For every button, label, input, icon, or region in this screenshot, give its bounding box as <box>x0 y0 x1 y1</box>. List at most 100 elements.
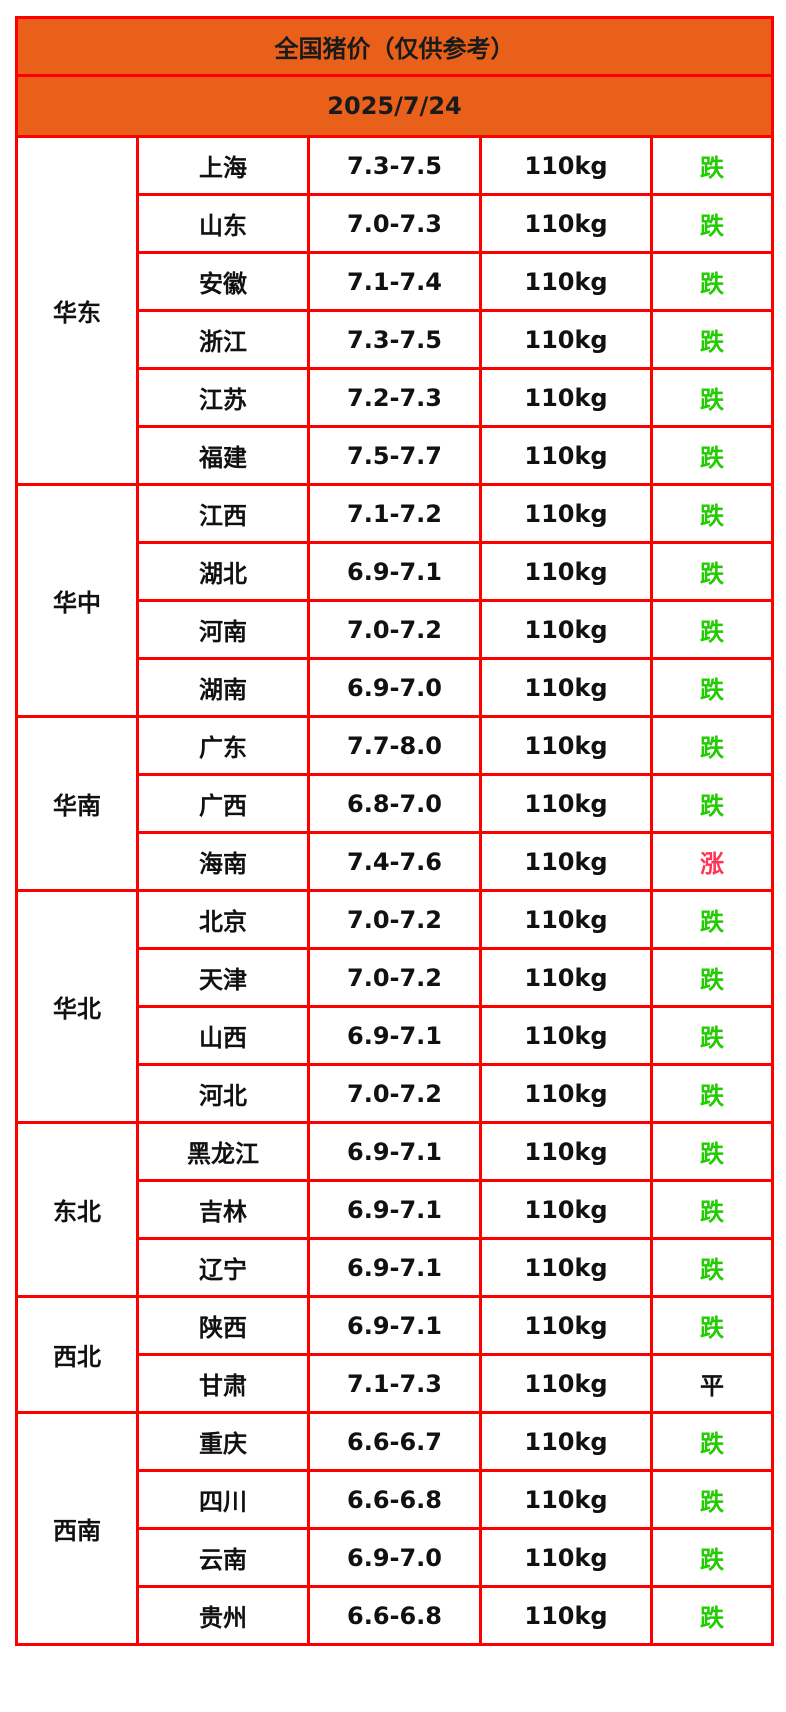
province-cell: 湖北 <box>136 541 310 602</box>
table-row: 河南 7.0-7.2 110kg 跌 <box>17 599 775 660</box>
price-range-cell: 7.0-7.2 <box>307 599 482 660</box>
province-cell: 云南 <box>136 1527 310 1588</box>
weight-cell: 110kg <box>479 657 653 718</box>
weight-cell: 110kg <box>479 309 653 370</box>
price-range-cell: 6.6-6.7 <box>307 1411 482 1472</box>
province-cell: 甘肃 <box>136 1353 310 1414</box>
province-cell: 江苏 <box>136 367 310 428</box>
price-range-cell: 7.0-7.2 <box>307 947 482 1008</box>
province-cell: 安徽 <box>136 251 310 312</box>
weight-cell: 110kg <box>479 599 653 660</box>
weight-cell: 110kg <box>479 1353 653 1414</box>
weight-cell: 110kg <box>479 483 653 544</box>
province-cell: 福建 <box>136 425 310 486</box>
weight-cell: 110kg <box>479 1063 653 1124</box>
province-cell: 江西 <box>136 483 310 544</box>
trend-cell: 跌 <box>649 1585 775 1646</box>
trend-cell: 跌 <box>649 1527 775 1588</box>
weight-cell: 110kg <box>479 1295 653 1356</box>
trend-cell: 跌 <box>649 309 775 370</box>
table-row: 吉林 6.9-7.1 110kg 跌 <box>17 1179 775 1240</box>
province-cell: 黑龙江 <box>136 1121 310 1182</box>
weight-cell: 110kg <box>479 1411 653 1472</box>
table-row: 湖北 6.9-7.1 110kg 跌 <box>17 541 775 602</box>
table-row: 四川 6.6-6.8 110kg 跌 <box>17 1469 775 1530</box>
price-range-cell: 7.1-7.3 <box>307 1353 482 1414</box>
price-range-cell: 6.6-6.8 <box>307 1585 482 1646</box>
weight-cell: 110kg <box>479 1469 653 1530</box>
trend-cell: 跌 <box>649 251 775 312</box>
table-row: 河北 7.0-7.2 110kg 跌 <box>17 1063 775 1124</box>
weight-cell: 110kg <box>479 251 653 312</box>
table-row: 安徽 7.1-7.4 110kg 跌 <box>17 251 775 312</box>
price-range-cell: 7.0-7.2 <box>307 1063 482 1124</box>
trend-cell: 跌 <box>649 715 775 776</box>
weight-cell: 110kg <box>479 947 653 1008</box>
table-row: 广西 6.8-7.0 110kg 跌 <box>17 773 775 834</box>
trend-cell: 跌 <box>649 1295 775 1356</box>
table-row: 山西 6.9-7.1 110kg 跌 <box>17 1005 775 1066</box>
table-row: 华北 北京 7.0-7.2 110kg 跌 <box>15 889 775 1124</box>
province-cell: 吉林 <box>136 1179 310 1240</box>
region-cell: 东北 <box>15 1121 139 1298</box>
weight-cell: 110kg <box>479 1179 653 1240</box>
trend-cell: 跌 <box>649 483 775 544</box>
weight-cell: 110kg <box>479 715 653 776</box>
table-row: 福建 7.5-7.7 110kg 跌 <box>17 425 775 486</box>
region-cell: 华中 <box>15 483 139 718</box>
trend-cell: 跌 <box>649 1179 775 1240</box>
province-cell: 四川 <box>136 1469 310 1530</box>
table-row: 西南 重庆 6.6-6.7 110kg 跌 <box>15 1411 775 1646</box>
province-cell: 北京 <box>136 889 310 950</box>
table-row: 山东 7.0-7.3 110kg 跌 <box>17 193 775 254</box>
weight-cell: 110kg <box>479 367 653 428</box>
trend-cell: 平 <box>649 1353 775 1414</box>
table-row: 华南 广东 7.7-8.0 110kg 跌 <box>15 715 775 892</box>
price-range-cell: 7.0-7.2 <box>307 889 482 950</box>
province-cell: 上海 <box>136 135 310 196</box>
price-range-cell: 6.9-7.0 <box>307 1527 482 1588</box>
table-row: 辽宁 6.9-7.1 110kg 跌 <box>17 1237 775 1298</box>
weight-cell: 110kg <box>479 1527 653 1588</box>
price-range-cell: 6.6-6.8 <box>307 1469 482 1530</box>
price-range-cell: 6.9-7.1 <box>307 1005 482 1066</box>
trend-cell: 跌 <box>649 1411 775 1472</box>
pig-price-table: 全国猪价（仅供参考） 2025/7/24 华东 上海 7.3-7.5 110kg 跌山东… <box>14 16 775 1646</box>
price-range-cell: 6.9-7.1 <box>307 1295 482 1356</box>
trend-cell: 跌 <box>649 1469 775 1530</box>
trend-cell: 跌 <box>649 367 775 428</box>
province-cell: 湖南 <box>136 657 310 718</box>
region-cell: 西南 <box>15 1411 139 1646</box>
table-row: 云南 6.9-7.0 110kg 跌 <box>17 1527 775 1588</box>
province-cell: 河南 <box>136 599 310 660</box>
trend-cell: 跌 <box>649 889 775 950</box>
trend-cell: 跌 <box>649 1005 775 1066</box>
weight-cell: 110kg <box>479 831 653 892</box>
trend-cell: 跌 <box>649 425 775 486</box>
price-range-cell: 7.1-7.2 <box>307 483 482 544</box>
table-row: 华中 江西 7.1-7.2 110kg 跌 <box>15 483 775 718</box>
trend-cell: 跌 <box>649 541 775 602</box>
trend-cell: 跌 <box>649 773 775 834</box>
province-cell: 广东 <box>136 715 310 776</box>
price-range-cell: 7.2-7.3 <box>307 367 482 428</box>
price-range-cell: 7.1-7.4 <box>307 251 482 312</box>
table-row: 天津 7.0-7.2 110kg 跌 <box>17 947 775 1008</box>
weight-cell: 110kg <box>479 135 653 196</box>
region-cell: 华东 <box>15 135 139 486</box>
table-row: 江苏 7.2-7.3 110kg 跌 <box>17 367 775 428</box>
trend-cell: 跌 <box>649 657 775 718</box>
province-cell: 河北 <box>136 1063 310 1124</box>
trend-cell: 跌 <box>649 135 775 196</box>
price-range-cell: 7.3-7.5 <box>307 135 482 196</box>
weight-cell: 110kg <box>479 1005 653 1066</box>
table-row: 甘肃 7.1-7.3 110kg 平 <box>17 1353 775 1414</box>
price-range-cell: 7.5-7.7 <box>307 425 482 486</box>
province-cell: 重庆 <box>136 1411 310 1472</box>
weight-cell: 110kg <box>479 541 653 602</box>
price-range-cell: 7.7-8.0 <box>307 715 482 776</box>
price-range-cell: 6.8-7.0 <box>307 773 482 834</box>
table-row: 华东 上海 7.3-7.5 110kg 跌 <box>15 135 775 486</box>
province-cell: 山东 <box>136 193 310 254</box>
weight-cell: 110kg <box>479 889 653 950</box>
